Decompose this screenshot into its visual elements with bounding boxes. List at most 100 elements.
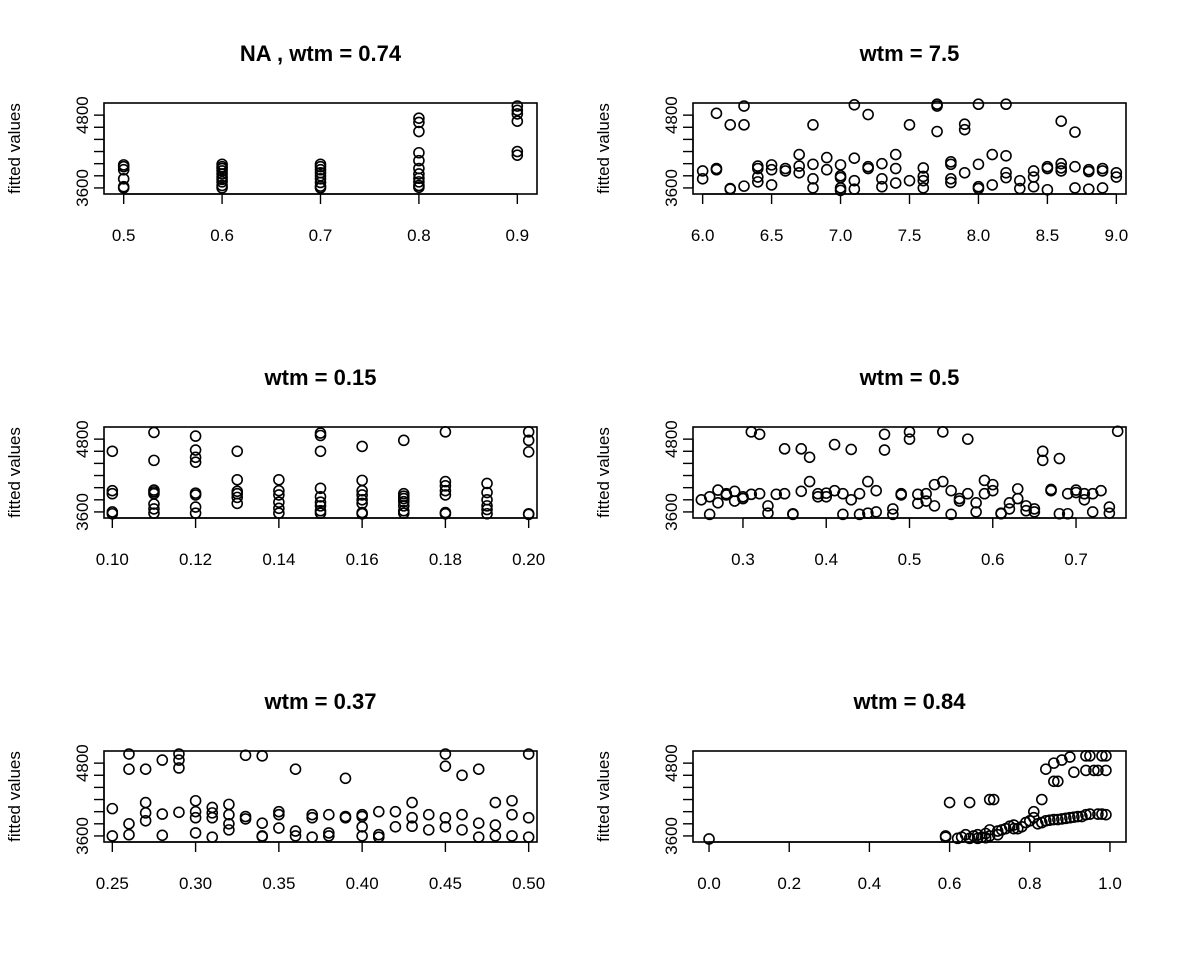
data-point: [1055, 162, 1067, 174]
data-point: [1069, 126, 1081, 138]
data-point: [1055, 115, 1067, 127]
data-point: [961, 433, 974, 445]
data-point: [372, 805, 385, 818]
data-point: [745, 426, 758, 438]
data-point: [958, 118, 971, 131]
y-tick-label: 4800: [73, 420, 92, 458]
data-point: [770, 488, 783, 501]
data-point: [148, 507, 160, 519]
x-tick-label: 7.0: [829, 226, 853, 245]
x-tick-label: 0.3: [731, 550, 755, 569]
data-point: [1080, 764, 1092, 777]
data-point: [917, 182, 930, 194]
data-point: [148, 484, 160, 496]
data-point: [406, 820, 418, 833]
data-point: [413, 176, 425, 188]
data-point: [928, 500, 941, 512]
data-point: [848, 174, 861, 187]
data-point: [139, 763, 152, 776]
data-point: [173, 762, 185, 774]
data-point: [845, 443, 858, 456]
data-point: [189, 507, 202, 519]
data-point: [703, 508, 716, 521]
data-point: [511, 104, 524, 117]
data-point: [173, 748, 185, 760]
data-point: [413, 116, 425, 129]
x-tick-label: 0.45: [429, 874, 462, 893]
data-point: [511, 108, 524, 120]
data-point: [986, 484, 999, 497]
data-point: [1027, 171, 1040, 183]
x-tick-label: 0.7: [1064, 550, 1088, 569]
data-point: [834, 170, 847, 182]
data-point: [1088, 764, 1100, 777]
data-point: [696, 165, 709, 177]
data-point: [1064, 751, 1076, 763]
data-point: [397, 434, 410, 447]
data-point: [1040, 763, 1052, 776]
data-point: [765, 163, 778, 176]
data-point: [356, 474, 368, 487]
data-point: [481, 500, 493, 512]
data-point: [1028, 503, 1041, 515]
data-point: [712, 497, 724, 509]
data-point: [216, 158, 228, 171]
data-point: [139, 814, 152, 827]
x-tick-label: 0.35: [262, 874, 295, 893]
data-point: [1086, 506, 1099, 518]
data-point: [123, 763, 135, 776]
data-point: [413, 168, 425, 180]
plot-frame: [103, 750, 538, 843]
data-point: [189, 487, 202, 499]
data-point: [820, 151, 833, 164]
panel-6: wtm = 0.84 0.0 0.2 0.4 0.6 0.8 1.0 3600 4800 fitt…: [594, 689, 1127, 893]
data-point: [189, 811, 202, 824]
data-point: [314, 490, 327, 503]
data-point: [511, 145, 524, 158]
data-point: [106, 484, 119, 497]
data-point: [778, 443, 791, 455]
data-point: [837, 487, 849, 500]
data-point: [123, 748, 135, 760]
data-point: [506, 830, 518, 842]
data-point: [439, 821, 452, 833]
data-point: [472, 817, 485, 829]
data-point: [1095, 484, 1107, 497]
data-point: [314, 482, 327, 495]
data-point: [231, 491, 244, 504]
data-point: [1096, 182, 1109, 194]
data-point: [314, 158, 327, 171]
data-point: [870, 484, 882, 497]
data-point: [1036, 793, 1048, 806]
x-tick-label: 0.30: [179, 874, 212, 893]
data-point: [920, 495, 932, 507]
data-point: [1041, 160, 1054, 173]
data-point: [752, 171, 764, 183]
x-tick-label: 0.5: [898, 550, 922, 569]
chart-title: wtm = 0.5: [859, 365, 960, 390]
data-point: [189, 794, 202, 807]
data-point: [1078, 493, 1091, 506]
y-tick-label: 4800: [73, 744, 92, 782]
data-point: [314, 496, 327, 509]
data-point: [273, 822, 285, 834]
data-point: [413, 179, 425, 192]
data-point: [1055, 157, 1067, 170]
data-point: [406, 811, 418, 824]
data-point: [189, 444, 202, 456]
data-point: [306, 808, 318, 821]
data-point: [1100, 808, 1112, 821]
data-point: [958, 166, 971, 179]
data-point: [1027, 165, 1040, 177]
data-point: [413, 154, 425, 167]
data-point: [422, 824, 435, 836]
data-point: [306, 811, 318, 824]
data-point: [696, 173, 709, 185]
data-point: [323, 830, 335, 842]
data-point: [738, 180, 750, 192]
data-point: [958, 123, 971, 136]
x-tick-label: 0.25: [96, 874, 129, 893]
data-point: [1055, 165, 1067, 177]
data-point: [848, 152, 861, 165]
data-point: [1069, 182, 1081, 194]
